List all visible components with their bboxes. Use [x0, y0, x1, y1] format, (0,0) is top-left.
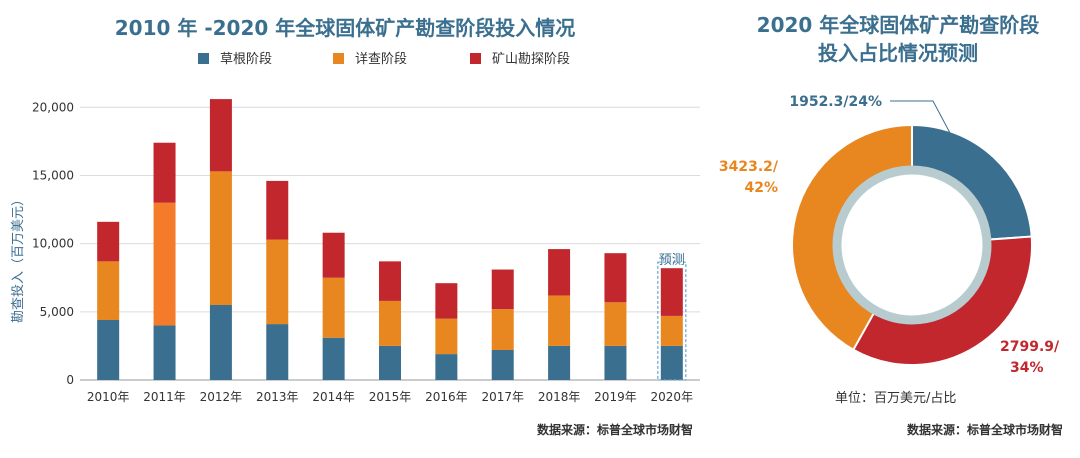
bar-y-ticks: 0 5,000 10,000 15,000 20,000 [32, 100, 74, 387]
donut-unit: 单位：百万美元/占比 [835, 391, 956, 406]
bar-segment [491, 269, 514, 310]
bar-segment [491, 309, 514, 350]
bar-series [97, 99, 683, 380]
bar-segment [548, 249, 571, 296]
bar-segment [660, 268, 683, 316]
bar-segment [153, 142, 176, 203]
forecast-label: 预测 [659, 253, 685, 268]
bar-segment [491, 350, 514, 380]
y-tick-label: 20,000 [32, 100, 74, 114]
bar-segment [153, 325, 176, 380]
donut-title-line2: 投入占比情况预测 [818, 41, 978, 65]
donut-label-mine-percent: 34% [1010, 360, 1044, 376]
legend-swatch-grassroots [198, 53, 209, 64]
bar-x-ticks: 2010年 2011年 2012年 2013年 2014年 2015年 2016年 2017年… [87, 390, 693, 404]
forecast-box [657, 261, 687, 381]
bar-source: 数据来源：标普全球市场财智 [537, 422, 693, 437]
x-tick-label: 2011年 [143, 390, 186, 404]
x-tick-label: 2015年 [369, 390, 412, 404]
bar-segment [548, 295, 571, 346]
bar-segment [97, 221, 120, 262]
bar-segment [153, 202, 176, 326]
x-tick-label: 2012年 [200, 390, 243, 404]
legend-label-grassroots: 草根阶段 [220, 52, 272, 67]
bar-segment [548, 345, 571, 380]
bar-y-axis-label: 勘查投入（百万美元） [10, 193, 26, 323]
label-leader-grassroots [890, 100, 951, 134]
donut-inner-ring [832, 165, 992, 325]
donut-title-line1: 2020 年全球固体矿产勘查阶段 [757, 13, 1040, 37]
bar-segment [209, 305, 232, 380]
bar-segment [604, 345, 627, 380]
y-tick-label: 10,000 [32, 237, 74, 251]
bar-segment [660, 315, 683, 346]
bar-segment [266, 324, 289, 380]
y-tick-label: 5,000 [40, 305, 74, 319]
bar-chart-title: 2010 年 -2020 年全球固体矿产勘查阶段投入情况 [115, 16, 576, 40]
bar-segment [322, 232, 345, 278]
bar-segment [435, 354, 458, 380]
y-tick-label: 0 [66, 373, 74, 387]
bar-segment [322, 337, 345, 380]
bar-segment [435, 318, 458, 355]
bar-segment [266, 239, 289, 325]
bar-segment [266, 180, 289, 240]
x-tick-label: 2017年 [481, 390, 524, 404]
bar-segment [97, 261, 120, 320]
x-tick-label: 2020年 [651, 390, 694, 404]
legend-swatch-mine [470, 53, 481, 64]
bar-segment [322, 277, 345, 338]
donut-label-detailed-value: 3423.2/ [719, 159, 779, 175]
donut-label-detailed-percent: 42% [744, 180, 778, 196]
x-tick-label: 2016年 [425, 390, 468, 404]
donut-label-grassroots: 1952.3/24% [789, 94, 882, 110]
bar-segment [379, 345, 401, 380]
donut-slice [911, 123, 1033, 241]
x-tick-label: 2010年 [87, 390, 130, 404]
donut-labels: 1952.3/24% 3423.2/ 42% 2799.9/ 34% [719, 94, 1060, 376]
x-tick-label: 2013年 [256, 390, 299, 404]
bar-segment [660, 345, 683, 380]
bar-legend: 草根阶段 详查阶段 矿山勘探阶段 [198, 52, 570, 67]
donut-source: 数据来源：标普全球市场财智 [907, 422, 1063, 437]
bar-segment [209, 99, 232, 172]
donut [791, 123, 1033, 366]
bar-segment [209, 171, 232, 305]
bar-segment [604, 253, 627, 303]
bar-segment [379, 261, 401, 301]
bar-segment [435, 283, 458, 319]
legend-swatch-detailed [333, 53, 344, 64]
bar-grid [80, 106, 700, 381]
donut-label-mine-value: 2799.9/ [1000, 339, 1060, 355]
bar-segment [97, 320, 120, 380]
bar-segment [604, 302, 627, 346]
legend-label-mine: 矿山勘探阶段 [492, 52, 570, 67]
legend-label-detailed: 详查阶段 [355, 52, 407, 67]
x-tick-label: 2019年 [594, 390, 637, 404]
x-tick-label: 2018年 [538, 390, 581, 404]
x-tick-label: 2014年 [312, 390, 355, 404]
bar-segment [379, 300, 401, 346]
y-tick-label: 15,000 [32, 168, 74, 182]
